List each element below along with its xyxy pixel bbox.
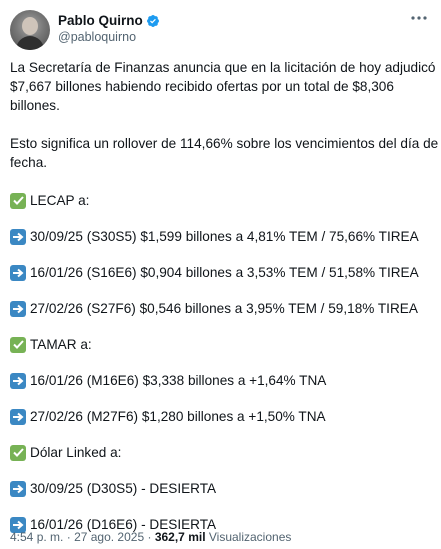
display-name[interactable]: Pablo Quirno (58, 13, 143, 28)
right-arrow-icon (10, 264, 26, 281)
right-arrow-icon (10, 372, 26, 389)
dolar-item-text: 16/01/26 (D16E6) - DESIERTA (30, 517, 217, 532)
paragraph-1: La Secretaría de Finanzas anuncia que en… (10, 58, 436, 115)
white-check-mark-icon (10, 192, 26, 209)
right-arrow-icon (10, 408, 26, 425)
white-check-mark-icon (10, 444, 26, 461)
dolar-item: 30/09/25 (D30S5) - DESIERTA (10, 479, 431, 498)
tweet-footer: 4:54 p. m. · 27 ago. 2025 · 362,7 mil Vi… (10, 530, 291, 544)
more-icon[interactable] (409, 8, 429, 28)
dolar-item-text: 30/09/25 (D30S5) - DESIERTA (30, 481, 217, 496)
text-line: Esto significa un rollover de 114,66% so… (10, 136, 441, 151)
tamar-item-text: 27/02/26 (M27F6) $1,280 billones a +1,50… (30, 409, 326, 424)
dolar-header-text: Dólar Linked a: (30, 445, 122, 460)
right-arrow-icon (10, 228, 26, 245)
views-count[interactable]: 362,7 mil (154, 530, 206, 544)
dolar-header: Dólar Linked a: (10, 443, 431, 462)
tamar-item: 16/01/26 (M16E6) $3,338 billones a +1,64… (10, 371, 431, 390)
lecap-item-text: 27/02/26 (S27F6) $0,546 billones a 3,95%… (30, 301, 418, 316)
right-arrow-icon (10, 480, 26, 497)
white-check-mark-icon (10, 336, 26, 353)
tweet-header: Pablo Quirno @pabloquirno (10, 10, 431, 54)
tweet-body: La Secretaría de Finanzas anuncia que en… (10, 58, 441, 534)
text-line: fecha. (10, 155, 48, 170)
views-label[interactable]: Visualizaciones (208, 530, 292, 544)
name-row: Pablo Quirno (58, 12, 409, 29)
text-line: La Secretaría de Finanzas anuncia que en… (10, 60, 436, 75)
lecap-header: LECAP a: (10, 191, 431, 210)
separator: · (66, 530, 71, 544)
tweet-date[interactable]: 27 ago. 2025 (74, 530, 145, 544)
lecap-item: 16/01/26 (S16E6) $0,904 billones a 3,53%… (10, 263, 431, 282)
dolar-item: 16/01/26 (D16E6) - DESIERTA (10, 515, 431, 534)
right-arrow-icon (10, 300, 26, 317)
tweet-time[interactable]: 4:54 p. m. (10, 530, 64, 544)
lecap-item-text: 30/09/25 (S30S5) $1,599 billones a 4,81%… (30, 229, 419, 244)
separator: · (147, 530, 152, 544)
lecap-item: 30/09/25 (S30S5) $1,599 billones a 4,81%… (10, 227, 431, 246)
text-line: $7,667 billones habiendo recibido oferta… (10, 79, 394, 94)
author-names: Pablo Quirno @pabloquirno (58, 10, 409, 44)
tamar-header: TAMAR a: (10, 335, 431, 354)
avatar[interactable] (10, 10, 50, 50)
verified-badge-icon (146, 14, 159, 27)
paragraph-2: Esto significa un rollover de 114,66% so… (10, 134, 441, 172)
handle[interactable]: @pabloquirno (58, 30, 137, 44)
lecap-header-text: LECAP a: (30, 193, 90, 208)
tamar-header-text: TAMAR a: (30, 337, 92, 352)
tamar-item-text: 16/01/26 (M16E6) $3,338 billones a +1,64… (30, 373, 327, 388)
right-arrow-icon (10, 516, 26, 533)
tamar-item: 27/02/26 (M27F6) $1,280 billones a +1,50… (10, 407, 431, 426)
text-line: billones. (10, 98, 60, 113)
lecap-item: 27/02/26 (S27F6) $0,546 billones a 3,95%… (10, 299, 431, 318)
lecap-item-text: 16/01/26 (S16E6) $0,904 billones a 3,53%… (30, 265, 419, 280)
